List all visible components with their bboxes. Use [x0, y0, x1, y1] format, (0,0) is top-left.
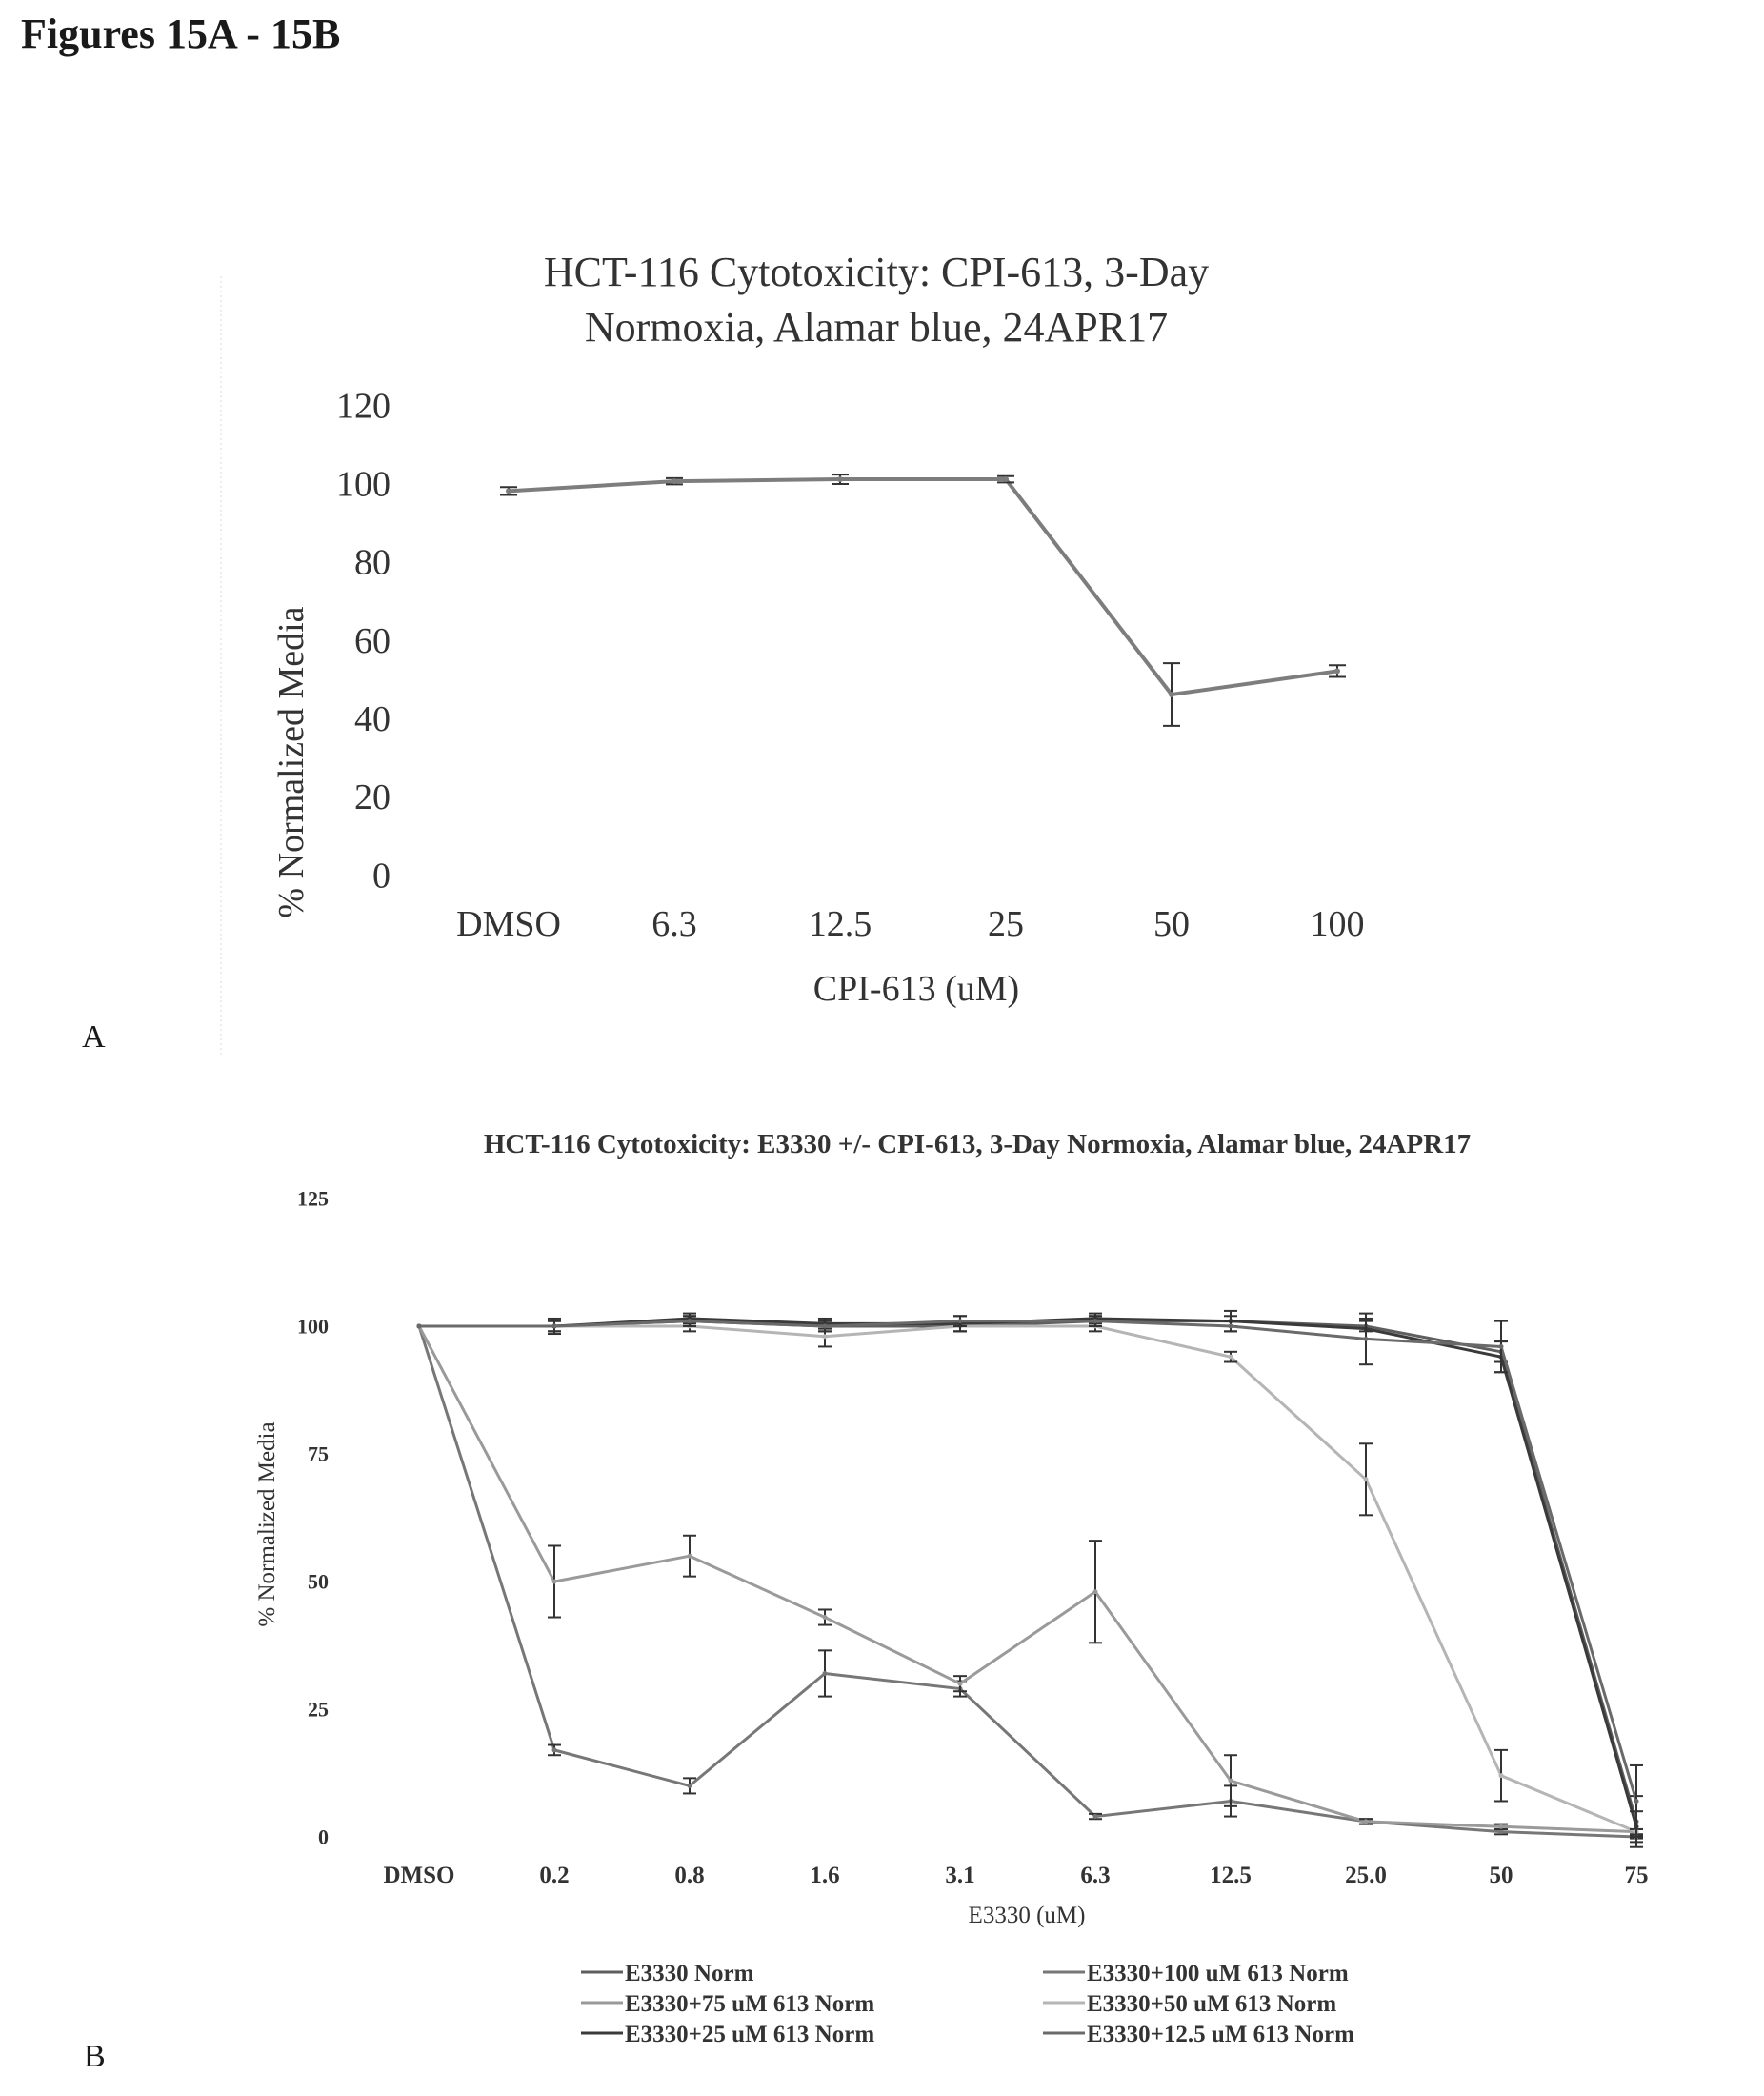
chart-a-y-tick-label: 20 [354, 777, 391, 817]
chart-b-data-point [1228, 1778, 1233, 1784]
chart-b-data-point [1634, 1798, 1639, 1804]
chart-a-data-point [1334, 668, 1340, 675]
chart-a: HCT-116 Cytotoxicity: CPI-613, 3-Day Nor… [220, 249, 1365, 1058]
chart-b-data-point [551, 1323, 557, 1329]
chart-b-data-point [1228, 1323, 1233, 1329]
chart-a-x-tick-label: 25 [988, 904, 1024, 944]
chart-b-y-tick-label: 75 [308, 1442, 329, 1466]
chart-b-title: HCT-116 Cytotoxicity: E3330 +/- CPI-613,… [484, 1129, 1471, 1159]
chart-b-x-tick-label: 0.2 [539, 1863, 569, 1888]
chart-b-legend-label: E3330+25 uM 613 Norm [625, 2022, 874, 2047]
chart-b-plot-area [416, 1309, 1643, 1848]
chart-b-data-point [957, 1319, 963, 1324]
chart-b-y-tick-label: 50 [308, 1570, 329, 1594]
chart-b-data-point [822, 1670, 828, 1676]
chart-a-subtitle: Normoxia, Alamar blue, 24APR17 [585, 304, 1168, 351]
chart-b-data-point [822, 1334, 828, 1340]
chart-b-data-point [1498, 1829, 1504, 1835]
chart-b-x-tick-label: 50 [1490, 1863, 1513, 1888]
chart-b-x-label: E3330 (uM) [969, 1903, 1086, 1928]
chart-a-x-tick-label: 50 [1153, 904, 1190, 944]
chart-a-data-point [1003, 476, 1009, 483]
chart-a-y-tick-label: 60 [354, 621, 391, 661]
chart-b-legend-item: E3330 Norm [581, 1961, 754, 1986]
chart-a-data-point [506, 488, 511, 494]
chart-b-data-point [1363, 1477, 1369, 1482]
chart-a-y-ticks: 0 20 40 60 80 100 120 [336, 386, 391, 896]
chart-a-title: HCT-116 Cytotoxicity: CPI-613, 3-Day [544, 249, 1209, 295]
chart-a-data-point [672, 478, 677, 485]
chart-b-data-point [687, 1319, 692, 1324]
chart-b-data-point [1092, 1814, 1098, 1820]
chart-b-legend-label: E3330+75 uM 613 Norm [625, 1991, 874, 2017]
chart-b-series-line-3 [419, 1324, 1637, 1834]
chart-b-data-point [1498, 1773, 1504, 1779]
chart-a-x-ticks: DMSO 6.3 12.5 25 50 100 [456, 904, 1364, 944]
chart-b-y-tick-label: 25 [308, 1698, 329, 1722]
chart-b-legend-item: E3330+12.5 uM 613 Norm [1043, 2022, 1354, 2047]
chart-b-series-line-5 [419, 1320, 1638, 1802]
chart-b-x-tick-label: 6.3 [1080, 1863, 1110, 1888]
chart-a-x-tick-label: DMSO [456, 904, 561, 944]
chart-b-legend-item: E3330+50 uM 613 Norm [1043, 1991, 1336, 2017]
chart-b-data-point [687, 1553, 692, 1559]
chart-b-legend-label: E3330+12.5 uM 613 Norm [1087, 2022, 1354, 2047]
chart-b-series-line-1 [417, 1325, 1637, 1839]
chart-b-legend: E3330 Norm E3330+100 uM 613 Norm E3330+75 … [581, 1961, 1354, 2047]
chart-b-series-line-2 [417, 1325, 1637, 1834]
figure-title: Figures 15A - 15B [21, 10, 341, 57]
chart-b-legend-item: E3330+25 uM 613 Norm [581, 2022, 874, 2047]
chart-a-series-line-0 [508, 477, 1338, 697]
chart-b-data-point [822, 1323, 828, 1329]
chart-a-y-tick-label: 40 [354, 699, 391, 739]
chart-b-data-point [416, 1323, 422, 1329]
chart-b-data-point [957, 1681, 963, 1686]
chart-a-x-tick-label: 6.3 [651, 904, 697, 944]
chart-b-x-tick-label: 25.0 [1345, 1863, 1387, 1888]
panel-a-label: A [82, 1019, 106, 1055]
chart-b-data-point [1092, 1589, 1098, 1595]
chart-a-data-point [1169, 692, 1174, 698]
chart-b-legend-item: E3330+75 uM 613 Norm [581, 1991, 874, 2017]
chart-b-y-label: % Normalized Media [254, 1421, 280, 1626]
chart-b-x-tick-label: 75 [1625, 1863, 1649, 1888]
chart-a-y-tick-label: 100 [336, 464, 391, 504]
chart-b-x-tick-label: 1.6 [810, 1863, 839, 1888]
chart-b-legend-label: E3330 Norm [625, 1961, 754, 1986]
chart-b-data-point [1498, 1824, 1504, 1829]
chart-b-x-ticks: DMSO 0.2 0.8 1.6 3.1 6.3 12.5 25.0 50 75 [384, 1863, 1649, 1888]
chart-a-y-tick-label: 80 [354, 543, 391, 583]
chart-b-x-tick-label: 0.8 [674, 1863, 704, 1888]
chart-b-legend-label: E3330+50 uM 613 Norm [1087, 1991, 1336, 2017]
chart-b-y-tick-label: 100 [297, 1315, 329, 1339]
panel-b-label: B [84, 2039, 106, 2074]
chart-b-x-tick-label: 12.5 [1210, 1863, 1252, 1888]
chart-b-x-tick-label: DMSO [384, 1863, 455, 1888]
chart-b-y-tick-label: 125 [297, 1187, 329, 1211]
chart-b-data-point [1498, 1343, 1504, 1349]
chart-a-x-tick-label: 12.5 [809, 904, 872, 944]
chart-b-data-point [551, 1579, 557, 1584]
chart-a-x-tick-label: 100 [1311, 904, 1365, 944]
chart-b-data-point [1092, 1319, 1098, 1324]
chart-a-y-label: % Normalized Media [271, 606, 311, 917]
chart-b-legend-item: E3330+100 uM 613 Norm [1043, 1961, 1349, 1986]
chart-b: HCT-116 Cytotoxicity: E3330 +/- CPI-613,… [254, 1129, 1649, 2047]
chart-a-plot-area [500, 474, 1346, 727]
chart-b-data-point [551, 1747, 557, 1753]
chart-b-data-point [1363, 1819, 1369, 1824]
chart-b-data-point [1363, 1336, 1369, 1341]
chart-b-x-tick-label: 3.1 [945, 1863, 974, 1888]
chart-b-legend-label: E3330+100 uM 613 Norm [1087, 1961, 1349, 1986]
chart-b-data-point [687, 1783, 692, 1788]
chart-b-data-point [822, 1615, 828, 1621]
chart-a-x-label: CPI-613 (uM) [813, 969, 1019, 1009]
chart-b-data-point [1228, 1354, 1233, 1360]
chart-b-y-tick-label: 0 [318, 1825, 329, 1849]
chart-a-y-tick-label: 120 [336, 386, 391, 426]
chart-a-y-tick-label: 0 [372, 856, 391, 896]
chart-b-y-ticks: 0 25 50 75 100 125 [297, 1187, 329, 1849]
chart-a-data-point [837, 476, 843, 483]
